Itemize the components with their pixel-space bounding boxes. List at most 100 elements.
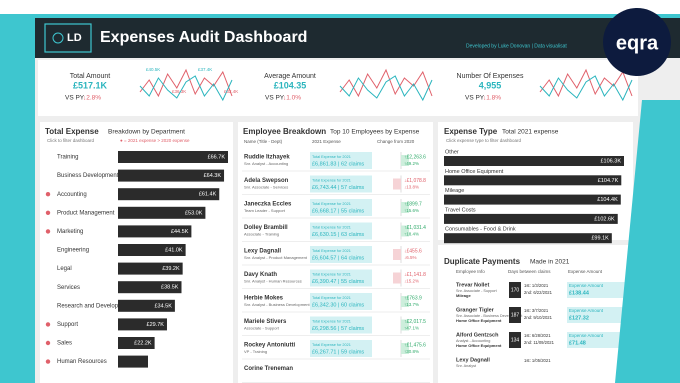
change-bar [401, 319, 409, 331]
expense-caption: Total Expense for 2021 [312, 296, 351, 300]
bar-label: £106.3K [601, 158, 622, 164]
bar [118, 188, 220, 201]
type-label: Travel Costs [445, 207, 476, 213]
panel-title: Duplicate Payments [444, 257, 521, 266]
kpi-change: ↓1.8% [483, 95, 501, 102]
kpi-title: Number Of Expenses [457, 73, 524, 80]
change-bar [393, 272, 401, 284]
bar-label: £29.7K [147, 322, 165, 328]
employee-name: Mariele Stivers [244, 319, 287, 325]
employee-role: Snr. Associate - Services [244, 185, 288, 190]
dept-label: Engineering [57, 248, 89, 254]
bar [444, 233, 612, 244]
column-head: 2021 Expense [312, 139, 341, 144]
sparkline-current [539, 75, 633, 102]
dept-label: Business Development [57, 173, 119, 179]
increase-dot [45, 322, 51, 327]
increase-dot [45, 359, 51, 364]
bar-label: £61.4K [199, 192, 217, 198]
expense-box [310, 316, 372, 334]
bar-label: £66.7K [208, 154, 226, 160]
bar [118, 281, 182, 294]
panel-subtitle: Made in 2021 [530, 259, 570, 266]
kpi-value: £517.1K [73, 80, 108, 90]
column-head: Change from 2020 [377, 139, 415, 144]
panel-title: Expense Type [444, 127, 498, 136]
change-bar [401, 343, 409, 354]
dept-label: Product Management [57, 210, 115, 216]
days-value: 170 [511, 287, 520, 293]
logo-icon [52, 32, 64, 44]
change-amount: ↑£899.7 [404, 201, 422, 207]
dup-role: Snr. Analyst [456, 364, 477, 368]
expense-value: £6,861.83 | 62 claims [312, 161, 364, 167]
change-pct: ↑13.7% [404, 302, 419, 307]
amount-value: £71.48 [569, 340, 586, 346]
expense-value: £6,630.15 | 63 claims [312, 232, 364, 238]
employee-name: Davy Knath [244, 272, 277, 278]
expense-value: £6,298.56 | 57 claims [312, 326, 364, 332]
employee-role: Snr. Analyst - Human Resources [244, 279, 302, 284]
bar-label: £22.2K [134, 340, 152, 346]
credit: Developed by Luke Donovan | Data visuali… [466, 43, 567, 49]
sparkline-current [139, 75, 233, 102]
bar-label: £102.6K [594, 216, 615, 222]
dup-name: Lexy Dagnall [456, 357, 490, 363]
bar [444, 213, 618, 224]
change-pct: ↑15.6% [404, 208, 419, 213]
column-head: Name (Title - Dept) [244, 139, 283, 144]
spark-label: £37.4K [198, 67, 212, 72]
expense-value: £6,267.71 | 59 claims [312, 349, 364, 355]
expense-caption: Total Expense for 2021 [312, 273, 351, 277]
bar [444, 194, 621, 205]
kpi-value: 4,955 [479, 80, 502, 90]
panel-subtitle: Total 2021 expense [502, 129, 559, 136]
bar-label: £64.3K [204, 173, 222, 179]
change-amount: ↑£2,017.5 [404, 319, 426, 325]
bar-label: £34.5K [154, 303, 172, 309]
expense-box [310, 152, 372, 169]
panel-subtitle: Top 10 Employees by Expense [330, 129, 420, 136]
dup-first: 1st: 1/3/2021 [524, 283, 549, 288]
kpi-value: £104.35 [274, 80, 307, 90]
panel-title: Employee Breakdown [243, 127, 326, 136]
panel-legend: ● = 2021 expense > 2020 expense [120, 138, 190, 143]
employee-name: Rockey Antoniutti [244, 343, 295, 349]
employee-name: Dolley Brambill [244, 225, 288, 231]
expense-value: £6,342.30 | 60 claims [312, 302, 364, 308]
bar [118, 337, 155, 349]
employee-role: Team Leader - Support [244, 208, 286, 213]
dept-label: Marketing [57, 229, 83, 235]
dept-label: Legal [57, 266, 72, 272]
expense-box [310, 222, 372, 240]
dept-label: Research and Development [57, 303, 132, 309]
kpi-change: ↓2.8% [83, 95, 101, 102]
bar [118, 355, 148, 368]
expense-caption: Total Expense for 2021 [312, 343, 351, 347]
header-bar [35, 18, 680, 58]
employee-role: Snr. Analyst - Accounting [244, 161, 288, 166]
dup-first: 1st: 1/05/2021 [524, 358, 551, 363]
kpi-vs: VS PY [65, 95, 85, 102]
sparkline-current [339, 75, 433, 102]
dup-name: Trevar Nollet [456, 282, 489, 288]
amount-value: £127.32 [569, 315, 589, 321]
amount-value: £138.44 [569, 290, 590, 296]
change-amount: ↑£763.9 [404, 295, 422, 301]
dup-type: Mileage [456, 293, 471, 298]
panel-hint: Click to filter dashboard [47, 138, 95, 143]
dup-name: Granger Tigler [456, 307, 495, 313]
expense-box [310, 246, 372, 263]
type-label: Home Office Equipment [445, 169, 504, 175]
change-amount: ↓£1,078.8 [404, 178, 426, 184]
bar [118, 206, 206, 219]
expense-value: £6,743.44 | 57 claims [312, 185, 364, 191]
change-amount: ↑£1,475.6 [404, 342, 426, 348]
dup-first: 1st: 3/7/2021 [524, 308, 549, 313]
panel-hint: Click expense type to filter dashboard [446, 138, 522, 143]
bar-label: £104.7K [598, 178, 619, 184]
dup-second: 2nd: 6/22/2021 [524, 290, 553, 295]
expense-caption: Total Expense for 2021 [312, 320, 351, 324]
column-head: Days between claims [508, 269, 551, 274]
